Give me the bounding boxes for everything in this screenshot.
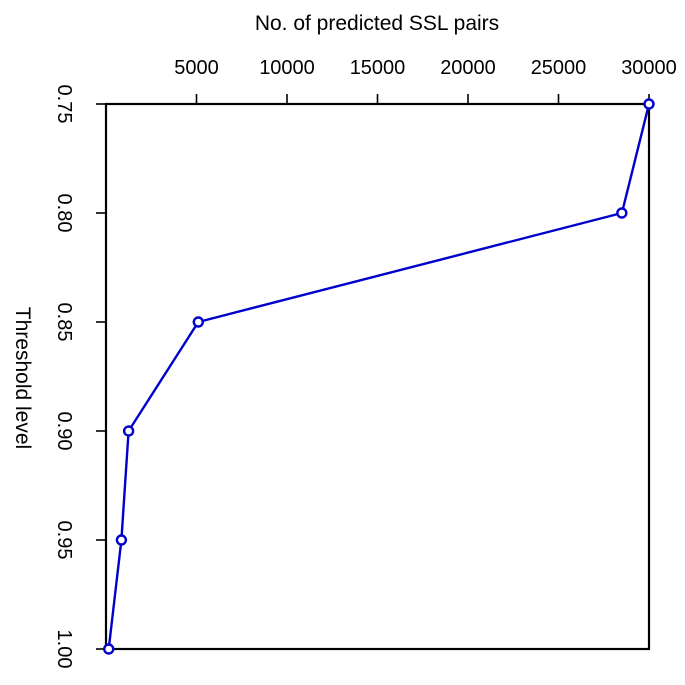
data-point-1 (616, 207, 628, 219)
y-tick-label-0.80: 0.80 (53, 194, 75, 233)
y-tick-label-0.85: 0.85 (53, 303, 75, 342)
x-tick-label-25000: 25000 (531, 57, 587, 79)
y-tick-label-1.00: 1.00 (53, 630, 75, 669)
axes-layer: 5000 10000 15000 20000 25000 30000 0.75 0.80 0.8… (53, 57, 677, 668)
data-point-4 (115, 534, 128, 546)
series-line-0 (107, 103, 651, 650)
data-point-2 (192, 316, 205, 328)
plot-frame (104, 102, 651, 651)
y-tick-label-0.90: 0.90 (53, 412, 75, 451)
x-axis-title: No. of predicted SSL pairs (255, 12, 499, 35)
data-point-5 (103, 643, 115, 655)
x-tick-label-20000: 20000 (440, 57, 496, 79)
y-axis-title: Threshold level (11, 307, 34, 449)
x-tick-label-5000: 5000 (174, 57, 219, 79)
x-tick-label-15000: 15000 (350, 57, 406, 79)
y-tick-label-0.95: 0.95 (53, 521, 75, 560)
x-tick-label-10000: 10000 (259, 57, 315, 79)
y-tick-label-0.75: 0.75 (53, 85, 75, 124)
series-layer (103, 98, 655, 655)
x-tick-label-30000: 30000 (621, 57, 677, 79)
data-point-3 (122, 425, 135, 437)
data-point-0 (643, 98, 655, 110)
